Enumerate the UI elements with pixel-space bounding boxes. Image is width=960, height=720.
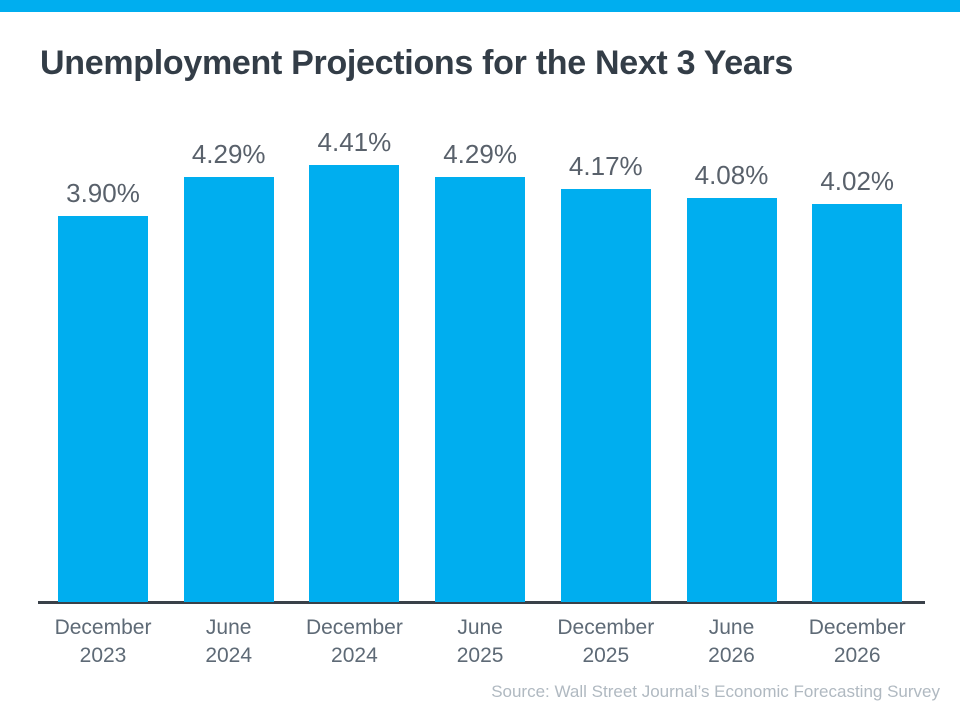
x-axis-tick-label: December 2026 [782,614,932,670]
tick-year: 2023 [79,644,127,667]
tick-month: December [54,616,152,639]
bar-value-label: 3.90% [66,177,140,208]
bar [812,203,903,602]
bar-value-label: 4.41% [317,127,392,157]
bar [309,165,400,602]
tick-year: 2026 [833,644,881,667]
bar [183,176,274,602]
tick-month: June [708,616,755,639]
bar [58,215,148,602]
x-axis-line [38,601,925,604]
bar-value-label: 4.08% [694,159,769,190]
x-axis-tick-label: December 2024 [279,614,429,670]
tick-month: December [557,616,655,639]
tick-month: December [305,616,403,639]
source-note: Source: Wall Street Journal’s Economic F… [491,682,940,701]
bar [435,176,526,602]
bar-value-label: 4.02% [820,165,895,196]
x-axis-tick-label: June 2026 [657,614,807,670]
bar [686,197,777,602]
tick-month: December [808,616,906,639]
tick-year: 2025 [582,644,630,667]
bar [560,188,651,602]
tick-year: 2024 [331,644,378,667]
bar-value-label: 4.29% [191,138,266,169]
x-axis-tick-label: June 2025 [405,614,555,670]
bar-value-label: 4.17% [568,150,643,181]
tick-year: 2026 [708,644,755,667]
page-title: Unemployment Projections for the Next 3 … [40,44,793,82]
accent-stripe [0,0,960,12]
tick-month: June [457,616,503,639]
x-axis-tick-label: December 2023 [28,614,178,670]
x-axis-tick-label: June 2024 [154,614,304,670]
tick-year: 2025 [456,644,504,667]
tick-year: 2024 [205,644,253,667]
x-axis-tick-label: December 2025 [531,614,681,670]
tick-month: June [205,616,252,639]
bar-value-label: 4.29% [443,138,517,169]
